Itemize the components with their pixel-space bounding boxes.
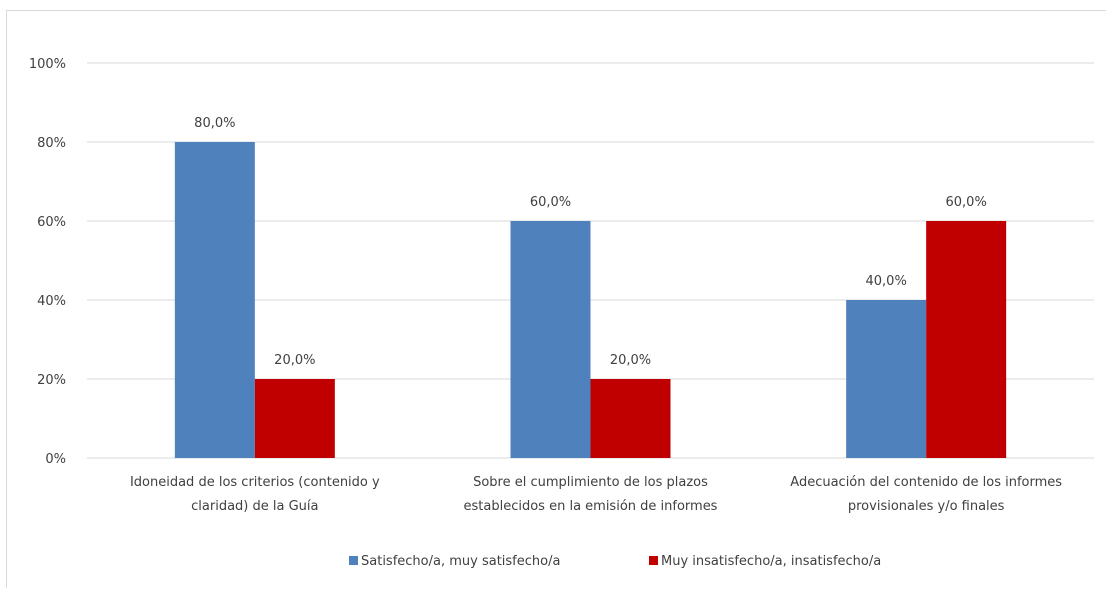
legend-label: Satisfecho/a, muy satisfecho/a [361, 554, 560, 569]
bar [590, 379, 671, 458]
y-tick-label: 0% [45, 452, 66, 467]
bar [926, 221, 1007, 458]
x-tick-label: Adecuación del contenido de los informes [790, 475, 1062, 490]
legend-label: Muy insatisfecho/a, insatisfecho/a [661, 554, 881, 569]
bar [254, 379, 335, 458]
data-label: 60,0% [530, 195, 571, 210]
bar [174, 142, 255, 458]
data-label: 20,0% [610, 353, 651, 368]
x-tick-label: Sobre el cumplimiento de los plazos [473, 475, 708, 490]
y-tick-label: 100% [29, 57, 66, 72]
y-tick-label: 60% [37, 215, 66, 230]
chart-frame [6, 10, 1106, 588]
data-label: 20,0% [274, 353, 315, 368]
data-label: 40,0% [866, 274, 907, 289]
y-tick-label: 80% [37, 136, 66, 151]
x-tick-label: claridad) de la Guía [191, 499, 318, 514]
data-label: 80,0% [194, 116, 235, 131]
y-tick-label: 20% [37, 373, 66, 388]
x-tick-label: Idoneidad de los criterios (contenido y [130, 475, 380, 490]
y-tick-label: 40% [37, 294, 66, 309]
bar [510, 221, 591, 458]
data-label: 60,0% [946, 195, 987, 210]
legend-swatch [349, 556, 358, 565]
bar [846, 300, 927, 458]
legend-swatch [649, 556, 658, 565]
x-tick-label: establecidos en la emisión de informes [464, 499, 718, 514]
x-tick-label: provisionales y/o finales [848, 499, 1005, 514]
